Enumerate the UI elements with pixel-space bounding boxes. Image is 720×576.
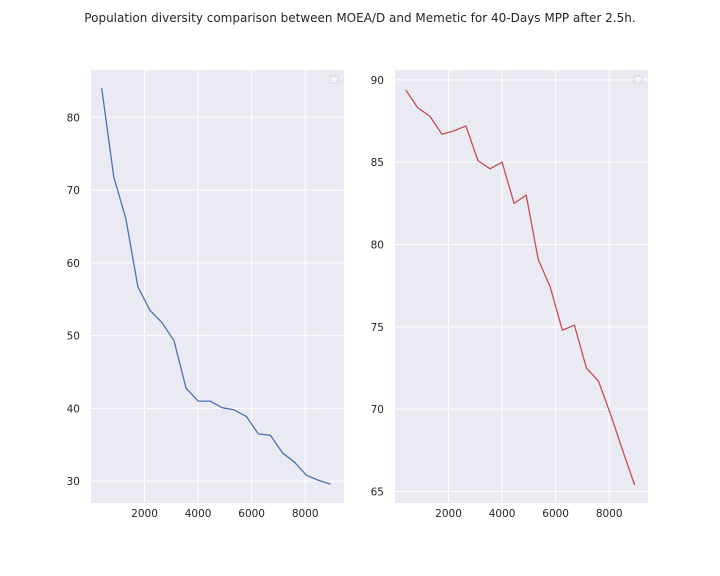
right-plot-area [395, 70, 648, 503]
left-y-tick-label: 40 [67, 403, 80, 415]
right-x-tick-label: 2000 [435, 508, 462, 520]
left-x-tick-label: 6000 [238, 508, 265, 520]
left-y-tick-label: 30 [67, 476, 80, 488]
right-y-tick-label: 65 [371, 486, 384, 498]
right-y-tick-label: 70 [371, 404, 384, 416]
right-series-line [405, 89, 636, 486]
left-x-tick-label: 8000 [292, 508, 319, 520]
left-y-tick-label: 60 [67, 258, 80, 270]
right-chart-panel: 2000 4000 6000 8000 65 70 75 80 85 90 [371, 70, 648, 520]
left-series-line [101, 88, 331, 485]
left-legend-box [329, 75, 339, 84]
left-plot-area [91, 70, 344, 503]
left-y-tick-label: 80 [67, 112, 80, 124]
left-x-tick-label: 4000 [185, 508, 212, 520]
right-legend-box [633, 75, 643, 84]
left-x-tick-label: 2000 [131, 508, 158, 520]
figure-title: Population diversity comparison between … [84, 11, 635, 25]
right-y-tick-label: 80 [371, 240, 384, 252]
right-x-tick-label: 4000 [489, 508, 516, 520]
left-y-tick-label: 50 [67, 331, 80, 343]
left-chart-panel: 2000 4000 6000 8000 30 40 50 60 70 80 [67, 70, 344, 520]
right-x-tick-label: 8000 [596, 508, 623, 520]
left-y-tick-label: 70 [67, 185, 80, 197]
right-x-tick-label: 6000 [542, 508, 569, 520]
right-y-tick-label: 90 [371, 75, 384, 87]
right-y-tick-label: 85 [371, 157, 384, 169]
right-y-tick-label: 75 [371, 322, 384, 334]
